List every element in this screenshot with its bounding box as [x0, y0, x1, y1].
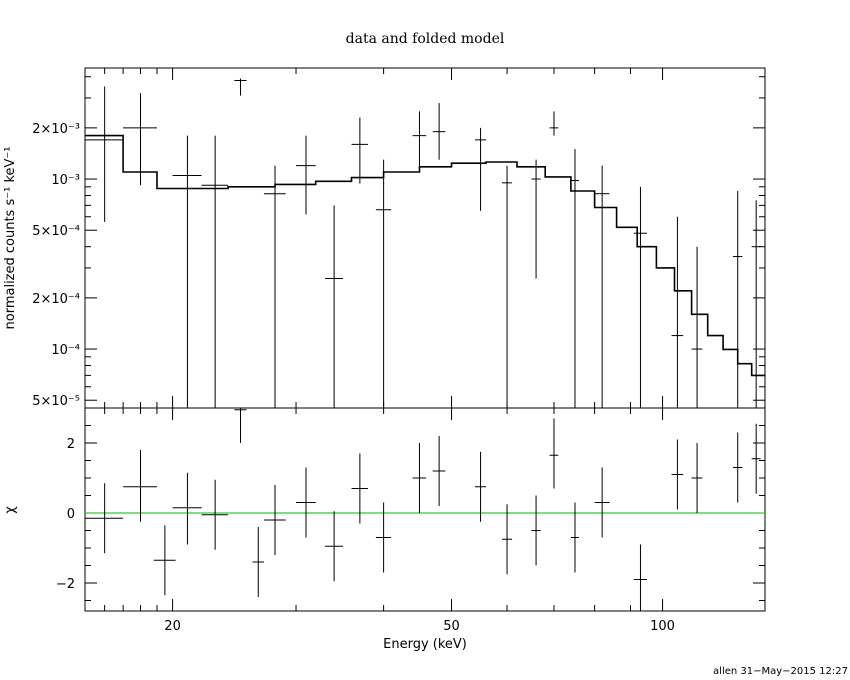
y-tick-label: 2×10⁻³: [32, 122, 80, 137]
residual-group: [85, 408, 765, 611]
chart-title: data and folded model: [346, 31, 505, 47]
chi-tick-label: −2: [56, 577, 75, 592]
data-point: [432, 103, 446, 160]
chi-tick-label: 2: [67, 437, 75, 452]
y-tick-label: 10⁻³: [51, 173, 80, 188]
tick-group: 5×10⁻⁵ 10⁻⁴ 2×10⁻⁴ 5×10⁻⁴ 10⁻³ 2×10⁻³ −2 0 2 20 50…: [32, 68, 765, 634]
data-point: [325, 205, 343, 408]
data-point: [531, 159, 541, 279]
data-point: [234, 78, 247, 96]
residual-point: [351, 453, 368, 524]
residual-point: [153, 525, 176, 596]
data-point: [351, 117, 368, 184]
data-point: [296, 135, 316, 215]
residual-point: [570, 502, 580, 573]
x-axis-label: Energy (keV): [383, 637, 467, 652]
residual-point: [501, 504, 513, 575]
data-point: [123, 93, 157, 186]
data-point: [691, 246, 703, 408]
residual-point: [85, 483, 124, 554]
data-point: [751, 200, 761, 408]
data-point: [570, 149, 580, 408]
data-point: [412, 111, 427, 173]
residual-point: [691, 443, 703, 513]
residual-point: [252, 527, 264, 597]
y-tick-label: 10⁻⁴: [51, 343, 80, 358]
data-point: [594, 165, 610, 408]
residual-point: [474, 451, 487, 522]
residual-point: [325, 511, 343, 582]
chi-tick-label: 0: [67, 507, 75, 522]
residual-point: [263, 485, 286, 555]
data-point: [201, 135, 229, 408]
data-point: [501, 165, 513, 408]
residual-point: [201, 479, 229, 550]
data-point: [633, 186, 647, 408]
data-point: [474, 127, 487, 211]
residual-point: [432, 436, 446, 506]
data-point: [732, 191, 743, 408]
data-point: [85, 86, 124, 222]
y-tick-label: 2×10⁻⁴: [32, 292, 80, 307]
residual-point: [375, 502, 392, 573]
x-tick-label: 50: [443, 619, 460, 634]
residual-point: [751, 423, 761, 494]
residual-point: [123, 450, 157, 522]
data-group: [85, 78, 761, 408]
data-point: [172, 135, 202, 408]
y-tick-label: 5×10⁻⁴: [32, 224, 80, 239]
residual-point: [172, 472, 202, 545]
residual-point: [594, 467, 610, 538]
residual-point: [732, 432, 743, 503]
x-tick-label: 20: [164, 619, 181, 634]
bottom-plot-frame: [84, 407, 766, 612]
footer-stamp: allen 31−May−2015 12:27: [713, 666, 848, 677]
residual-point: [296, 467, 316, 538]
data-point: [263, 165, 286, 408]
y-tick-label: 5×10⁻⁵: [32, 394, 80, 409]
residual-point: [633, 544, 647, 611]
y-axis-label-bottom: χ: [3, 506, 18, 514]
data-point: [549, 111, 559, 136]
data-point: [375, 159, 392, 408]
residual-point: [549, 418, 559, 489]
residual-point: [531, 495, 541, 566]
data-point: [671, 216, 684, 408]
residual-point: [671, 439, 684, 510]
y-axis-label-top: normalized counts s⁻¹ keV⁻¹: [3, 147, 18, 330]
residual-point: [234, 408, 247, 443]
x-tick-label: 100: [650, 619, 675, 634]
residual-point: [412, 443, 427, 513]
